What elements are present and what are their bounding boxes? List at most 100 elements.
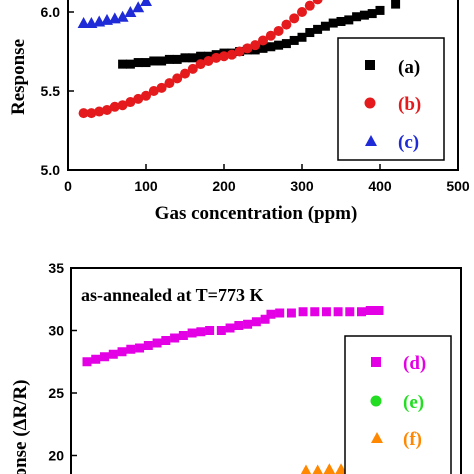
data-point [260,314,270,324]
data-point [172,54,182,64]
data-point [265,30,276,41]
top-legend: (a) (b) (c) [337,37,445,161]
data-point [305,28,315,38]
data-point [298,307,308,317]
data-point [312,464,323,474]
legend-marker-d [371,357,381,367]
data-point [321,307,331,317]
series-b [78,0,323,119]
data-point [196,327,206,337]
plot-frame-bottom [70,267,462,474]
data-point [141,58,151,68]
top-x-tick-label: 400 [368,178,392,194]
data-point [133,58,143,68]
data-point [335,463,347,474]
data-point [157,56,167,66]
data-point [258,35,268,46]
top-axis-ticks: 0 100 200 300 400 500 5.0 5.5 6.0 [41,4,470,194]
top-y-tick-label: 5.0 [41,162,61,178]
top-x-tick-label: 500 [446,178,470,194]
data-point [100,352,110,362]
bottom-legend: (d) (e) (f) [344,335,452,474]
data-point [234,321,244,330]
data-point [205,326,215,335]
data-point [86,108,97,119]
bottom-axis-ticks: 20 25 30 35 [48,260,77,464]
top-y-axis-label: Response [8,39,29,115]
legend-marker-e [370,395,382,407]
data-point [251,317,261,327]
data-point [333,307,343,317]
bottom-y-axis-label: ponse (ΔR/R) [10,380,31,474]
data-point [203,55,214,66]
bottom-y-tick-label: 25 [48,385,64,401]
legend-marker-c [365,135,377,146]
data-point [125,59,135,69]
data-point [281,39,291,49]
data-point [117,347,127,357]
data-point [117,100,128,111]
data-point [211,52,222,63]
bottom-y-tick-label: 20 [48,448,64,464]
bottom-y-tick-label: 35 [48,260,64,276]
legend-label-b: (b) [398,94,421,115]
data-point [312,0,323,5]
data-point [118,59,128,69]
data-point [323,463,336,474]
data-point [243,319,253,329]
data-point [126,344,136,354]
chart-top: 0 100 200 300 400 500 5.0 5.5 6.0 Response Gas c… [8,0,470,224]
plot-frame-top [67,0,459,171]
data-point [178,331,188,340]
series-f [300,463,347,474]
data-point [225,323,235,333]
data-point [300,464,312,474]
series-d [82,306,384,367]
data-point [275,308,285,318]
data-point [149,56,159,66]
data-point [180,68,190,79]
data-point [289,13,300,24]
data-point [352,12,362,22]
data-point [375,5,385,15]
data-point [391,0,401,9]
data-point [170,333,180,343]
annealing-annotation: as-annealed at T=773 K [81,285,263,305]
data-point [187,63,198,74]
data-point [310,307,320,317]
data-point [196,51,206,61]
data-point [124,6,137,17]
data-point [365,306,375,315]
legend-label-e: (e) [403,392,424,413]
data-point [108,349,118,359]
data-point [116,10,129,22]
data-point [132,1,145,13]
bottom-legend-box [344,335,452,474]
data-point [273,25,284,36]
data-point [367,9,377,19]
top-x-tick-label: 0 [64,178,72,194]
data-point [359,10,369,20]
data-point [297,32,307,42]
series-c [77,0,152,29]
data-point [234,46,245,57]
data-point [102,104,112,115]
bottom-y-tick-label: 30 [48,323,64,339]
data-point [161,336,171,345]
data-point [133,93,144,104]
data-point [281,19,292,30]
data-point [289,35,299,45]
data-point [164,78,175,89]
top-data-series [77,0,401,119]
data-point [258,43,268,53]
data-point [187,328,197,338]
data-point [304,0,315,11]
data-point [219,51,229,62]
data-point [143,341,153,350]
data-point [94,106,105,117]
data-point [356,307,366,317]
top-x-axis-label: Gas concentration (ppm) [155,203,358,224]
legend-marker-b [364,97,376,109]
data-point [345,307,355,317]
